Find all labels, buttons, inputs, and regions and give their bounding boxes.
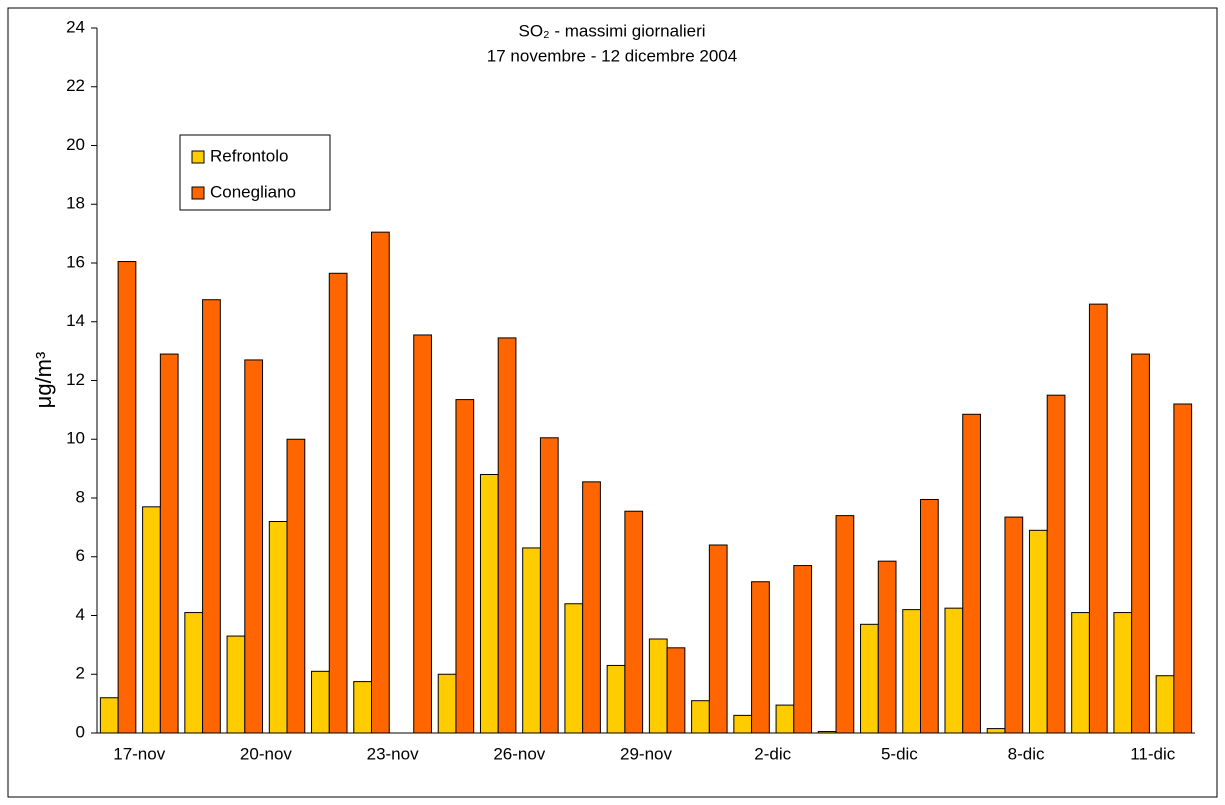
bar [624, 510, 644, 734]
y-tick-label: 14 [66, 311, 85, 330]
bar [1046, 394, 1066, 734]
bar [775, 704, 795, 734]
bar [708, 544, 728, 734]
y-tick-label: 8 [76, 487, 85, 506]
y-tick-label: 6 [76, 546, 85, 565]
bar [835, 515, 855, 734]
x-tick-label: 20-nov [240, 744, 292, 763]
bar [902, 609, 921, 734]
bar [353, 681, 373, 734]
bar [691, 700, 710, 734]
bar [877, 560, 897, 734]
y-tick-label: 10 [66, 429, 85, 448]
bar [437, 673, 457, 734]
bar [751, 581, 770, 734]
y-tick-label: 22 [66, 76, 85, 95]
bar [522, 547, 541, 734]
bar [564, 603, 584, 734]
bar [860, 623, 879, 734]
bar [328, 272, 348, 734]
x-tick-label: 29-nov [620, 744, 672, 763]
bar [226, 635, 246, 734]
legend-swatch [191, 186, 205, 200]
chart-subtitle: 17 novembre - 12 dicembre 2004 [487, 46, 737, 65]
bar [1071, 612, 1090, 734]
bar [497, 337, 517, 734]
y-tick-label: 2 [76, 664, 85, 683]
bar [648, 638, 668, 734]
bar [1088, 303, 1108, 734]
bar [1113, 612, 1133, 734]
bar [962, 413, 981, 734]
bar [202, 299, 221, 734]
bar [99, 697, 119, 734]
y-axis-label: μg/m³ [31, 352, 56, 409]
x-tick-label: 17-nov [113, 744, 165, 763]
y-tick-label: 16 [66, 252, 85, 271]
bar [793, 565, 813, 734]
bar [1155, 675, 1175, 734]
y-tick-label: 4 [76, 605, 85, 624]
bar [286, 438, 306, 734]
y-tick-label: 24 [66, 17, 85, 36]
bar [311, 670, 330, 734]
bar [117, 261, 137, 734]
x-tick-label: 8-dic [1008, 744, 1045, 763]
x-tick-label: 26-nov [493, 744, 545, 763]
legend-swatch [191, 150, 205, 164]
bar [539, 437, 559, 734]
y-tick-label: 0 [76, 722, 85, 741]
bar [268, 521, 288, 734]
bar [1173, 403, 1193, 734]
bar [1004, 516, 1024, 734]
x-tick-label: 2-dic [754, 744, 791, 763]
y-tick-label: 18 [66, 194, 85, 213]
legend-box [179, 134, 331, 211]
bar [479, 474, 499, 734]
bar [184, 612, 204, 734]
x-tick-label: 5-dic [881, 744, 918, 763]
bar [733, 714, 753, 734]
bar [159, 353, 179, 734]
bar [582, 481, 601, 734]
bar [666, 647, 686, 734]
bar [455, 399, 475, 734]
bar [606, 664, 626, 734]
bar [142, 506, 161, 734]
bar [944, 607, 964, 734]
y-tick-label: 20 [66, 135, 85, 154]
bar [371, 231, 390, 734]
bar [413, 334, 432, 734]
x-tick-label: 11-dic [1130, 744, 1176, 763]
chart-title: SO₂ - massimi giornalieri [518, 21, 705, 40]
x-tick-label: 23-nov [367, 744, 419, 763]
bar [244, 359, 264, 734]
bar [920, 498, 939, 734]
legend-label: Conegliano [210, 182, 296, 201]
y-tick-label: 12 [66, 370, 85, 389]
bar [1028, 529, 1048, 734]
bar [986, 728, 1006, 734]
legend-label: Refrontolo [210, 146, 288, 165]
bar [1131, 353, 1150, 734]
